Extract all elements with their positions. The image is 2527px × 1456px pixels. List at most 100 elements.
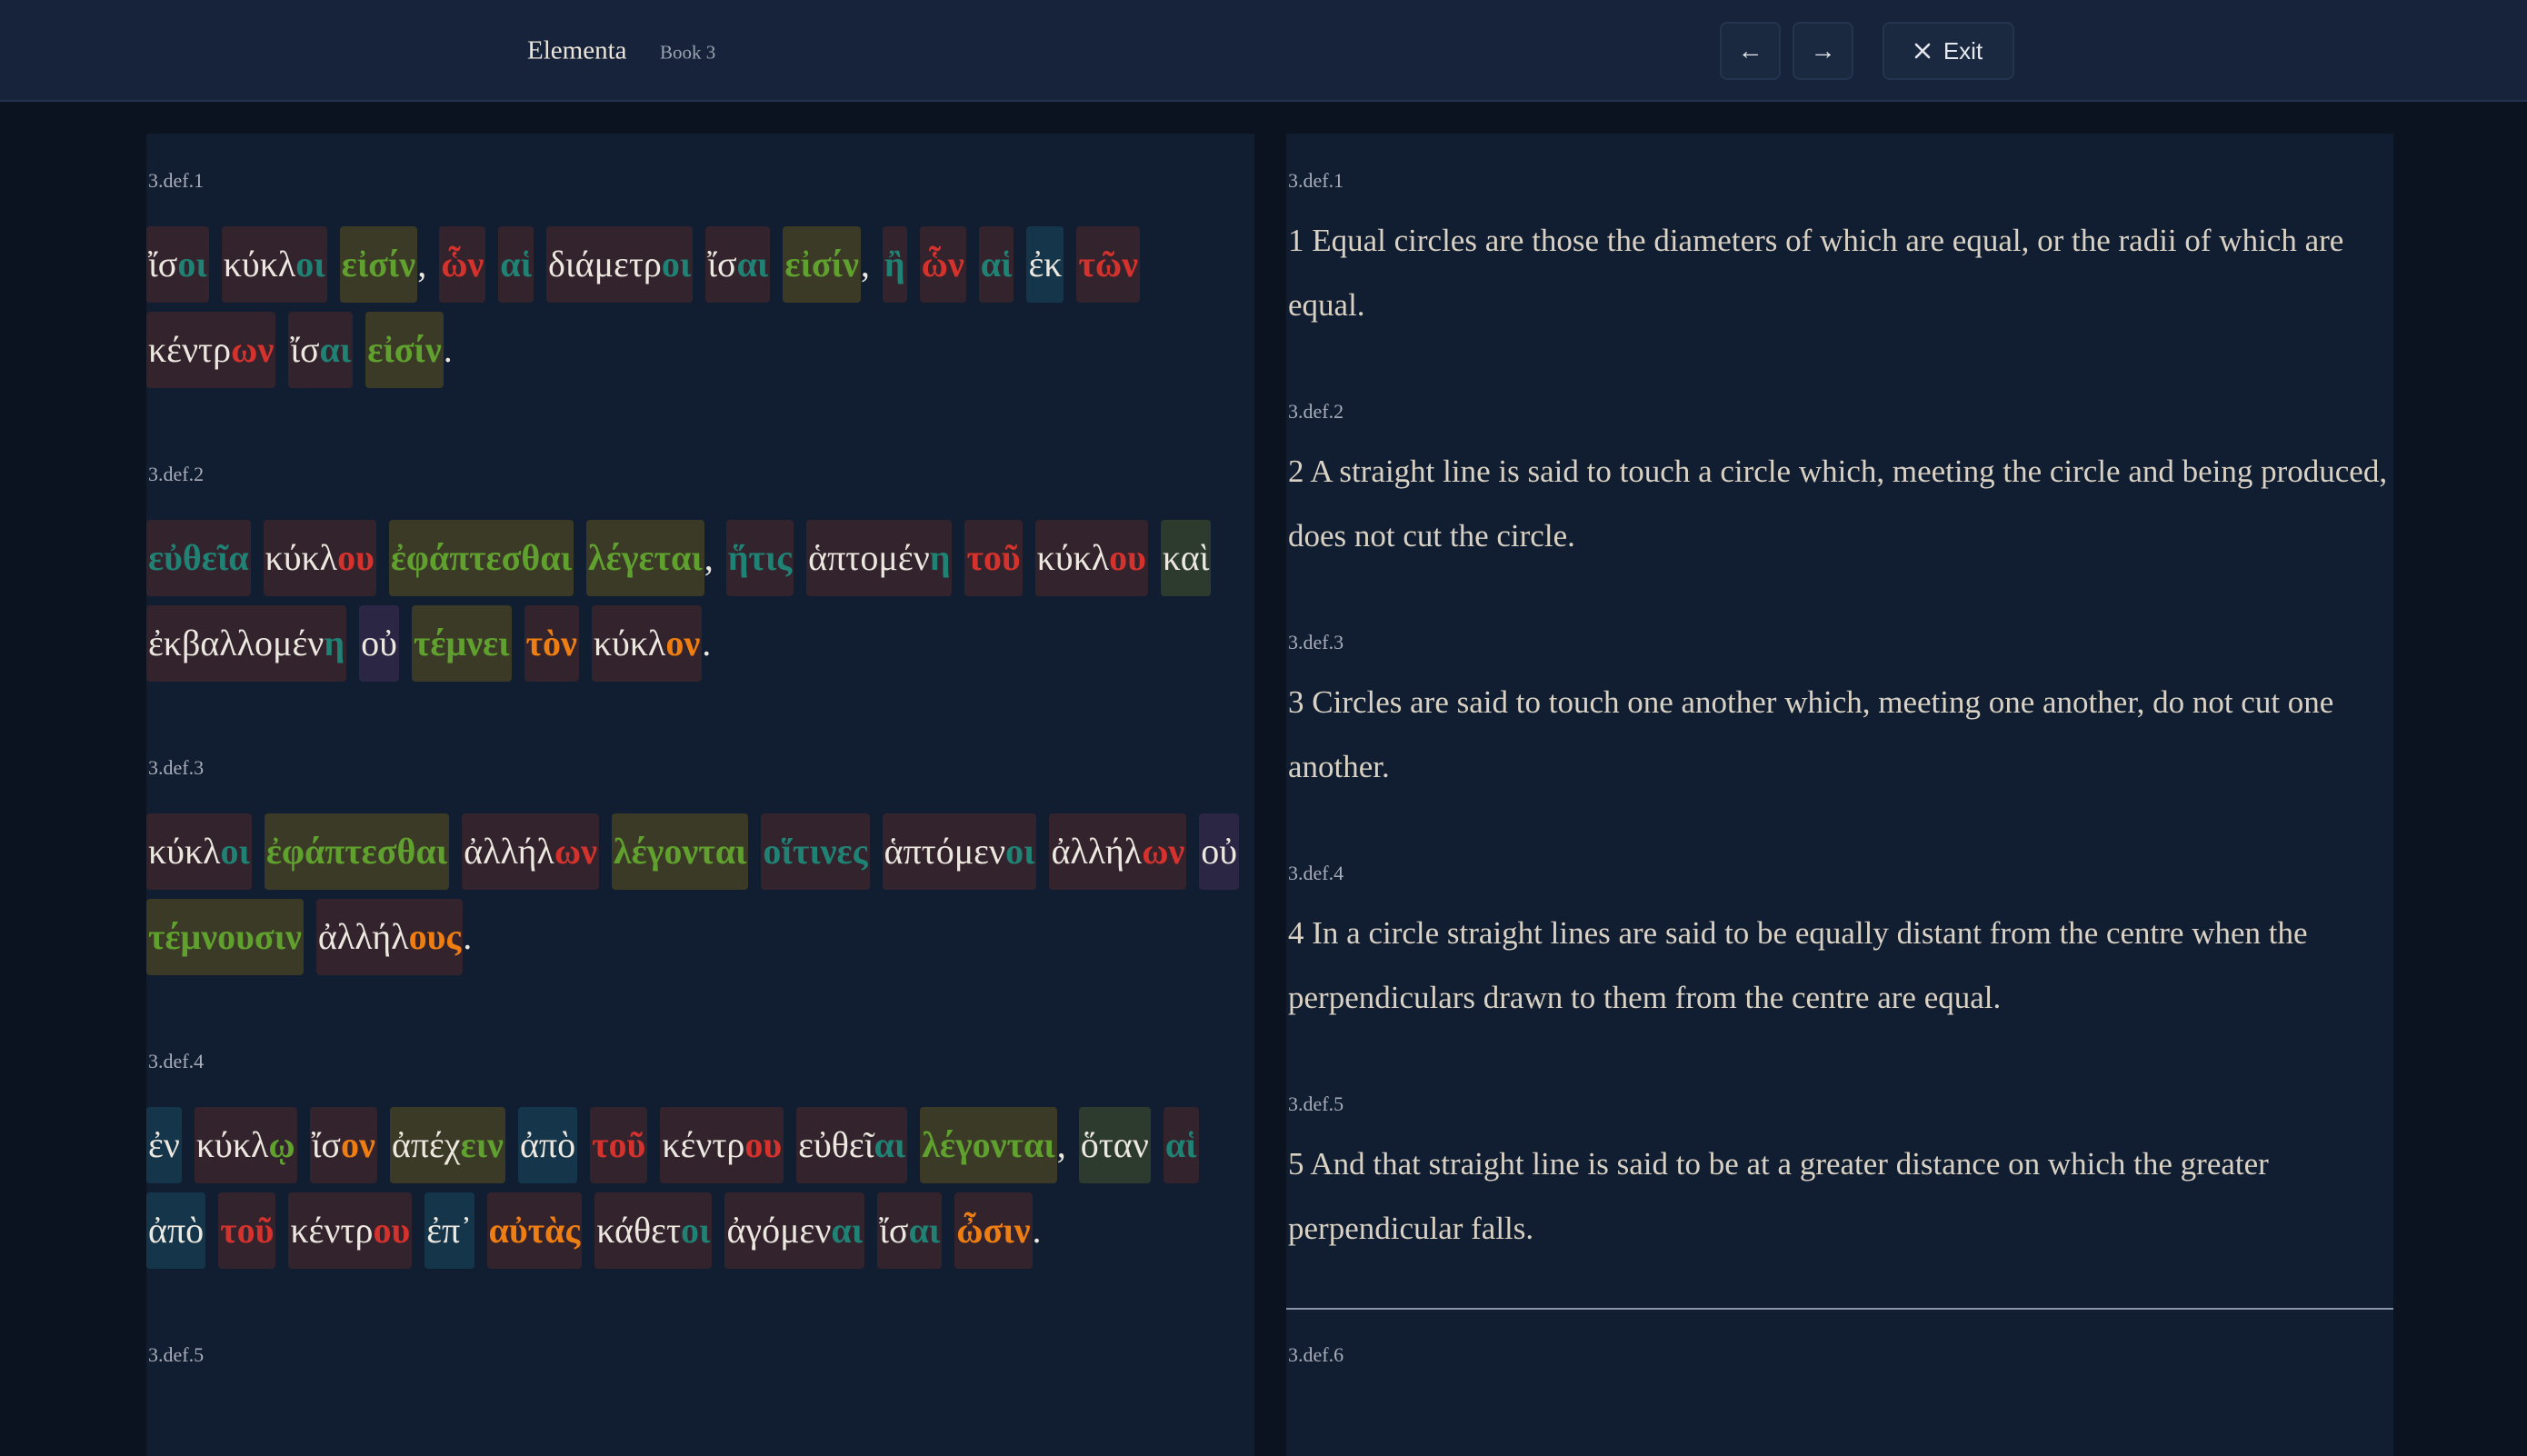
word-box[interactable]: οὐ xyxy=(359,605,399,682)
word: ἁπτόμενοι xyxy=(882,813,1050,890)
word-box[interactable]: τοῦ xyxy=(590,1107,648,1183)
word-box[interactable]: ἴσαι xyxy=(877,1192,943,1269)
word-ending: αἱ xyxy=(980,244,1013,284)
word-box[interactable]: ὧν xyxy=(919,226,966,303)
word-box[interactable]: ἀπὸ xyxy=(146,1192,206,1269)
word-box[interactable]: εἰσίν xyxy=(783,226,861,303)
word-box[interactable]: ἁπτομένη xyxy=(806,520,953,596)
word-box[interactable]: ἀπέχειν xyxy=(389,1107,505,1183)
word-box[interactable]: τοῦ xyxy=(964,520,1023,596)
word-box[interactable]: ἀγόμεναι xyxy=(724,1192,865,1269)
exit-label: Exit xyxy=(1943,36,1983,65)
word-box[interactable]: ἀλλήλων xyxy=(1049,813,1187,890)
word-box[interactable]: αἱ xyxy=(1163,1107,1199,1183)
english-section: 3.def.3 3 Circles are said to touch one a… xyxy=(1286,615,2393,799)
word-box[interactable]: τέμνουσιν xyxy=(146,899,304,975)
word-box[interactable]: κέντρων xyxy=(146,312,276,388)
word: ἴσαι xyxy=(877,1192,954,1269)
english-section: 3.def.2 2 A straight line is said to touc… xyxy=(1286,384,2393,568)
word-box[interactable]: ἴσοι xyxy=(146,226,209,303)
word-box[interactable]: κύκλου xyxy=(263,520,376,596)
word-box[interactable]: ἴσαι xyxy=(288,312,354,388)
word-box[interactable]: κέντρου xyxy=(288,1192,413,1269)
word-box[interactable]: οἵτινες xyxy=(761,813,870,890)
word-box[interactable]: ἐκ xyxy=(1026,226,1064,303)
word-box[interactable]: ἐπ᾽ xyxy=(424,1192,474,1269)
word-box[interactable]: καὶ xyxy=(1160,520,1212,596)
word-box[interactable]: διάμετροι xyxy=(546,226,694,303)
word-ending: ους xyxy=(408,916,462,957)
word-ending: ου xyxy=(744,1124,783,1165)
word: λέγονται xyxy=(611,813,761,890)
word: ἀλλήλους. xyxy=(315,899,484,975)
word-ending: η xyxy=(324,623,345,663)
punctuation: , xyxy=(860,244,870,284)
header: Elementa Book 3 ← → Exit xyxy=(0,0,2527,102)
word-box[interactable]: λέγονται xyxy=(920,1107,1057,1183)
word-box[interactable]: ἐφάπτεσθαι xyxy=(264,813,450,890)
word-box[interactable]: ἐν xyxy=(146,1107,182,1183)
word-box[interactable]: κάθετοι xyxy=(594,1192,713,1269)
word-box[interactable]: τὸν xyxy=(524,605,579,682)
word-box[interactable]: ὧν xyxy=(439,226,486,303)
word: ἀπὸ xyxy=(146,1192,218,1269)
word-ending: ὦσιν xyxy=(956,1210,1031,1251)
section-id: 3.def.6 xyxy=(1288,1343,1344,1366)
word-box[interactable]: ἀλλήλους xyxy=(315,899,464,975)
word-box[interactable]: ἴσαι xyxy=(705,226,771,303)
word: ἐκβαλλομένη xyxy=(146,605,359,682)
word-box[interactable]: ἀλλήλων xyxy=(462,813,599,890)
exit-button[interactable]: Exit xyxy=(1883,22,2014,80)
word: τοῦ xyxy=(964,520,1034,596)
word-ending: η xyxy=(929,537,951,578)
word-box[interactable]: εἰσίν xyxy=(339,226,418,303)
word-box[interactable]: κύκλοι xyxy=(146,813,252,890)
word-box[interactable]: τῶν xyxy=(1076,226,1140,303)
word-box[interactable]: εἰσίν xyxy=(365,312,444,388)
word-stem: οὐ xyxy=(361,623,397,663)
word-box[interactable]: ὦσιν xyxy=(954,1192,1033,1269)
word: αἱ xyxy=(978,226,1027,303)
word-stem: ἐπ᾽ xyxy=(426,1210,473,1251)
word-box[interactable]: λέγονται xyxy=(611,813,749,890)
word-stem: κάθετ xyxy=(596,1210,682,1251)
word-box[interactable]: ἐκβαλλομένη xyxy=(146,605,347,682)
word-box[interactable]: εὐθεῖα xyxy=(146,520,251,596)
word-box[interactable]: λέγεται xyxy=(586,520,704,596)
word-stem: διάμετρ xyxy=(548,244,662,284)
translation: 3 Circles are said to touch one another … xyxy=(1288,684,2334,784)
word-box[interactable]: τέμνει xyxy=(411,605,512,682)
word-box[interactable]: κύκλου xyxy=(1034,520,1148,596)
word-box[interactable]: ἁπτόμενοι xyxy=(882,813,1037,890)
word-box[interactable]: ἴσον xyxy=(309,1107,377,1183)
word-box[interactable]: κέντρου xyxy=(660,1107,784,1183)
word-box[interactable]: ὅταν xyxy=(1078,1107,1151,1183)
word-rows: εὐθεῖα κύκλου ἐφάπτεσθαι λέγεται, ἥτις ἁπτομέ… xyxy=(146,520,1254,682)
word-box[interactable]: οὐ xyxy=(1199,813,1240,890)
word-box[interactable]: ἀπὸ xyxy=(517,1107,578,1183)
word-ending: αι xyxy=(874,1124,906,1165)
word-box[interactable]: ἐφάπτεσθαι xyxy=(388,520,574,596)
punctuation: . xyxy=(702,623,712,663)
word-ending: οι xyxy=(681,1210,711,1251)
word-ending: αι xyxy=(319,329,352,370)
prev-button[interactable]: ← xyxy=(1720,22,1781,80)
word-box[interactable]: κύκλοι xyxy=(221,226,327,303)
word-box[interactable]: αἱ xyxy=(498,226,534,303)
word-box[interactable]: κύκλῳ xyxy=(194,1107,297,1183)
word-box[interactable]: κύκλον xyxy=(591,605,703,682)
word: διάμετροι xyxy=(546,226,705,303)
word-box[interactable]: εὐθεῖαι xyxy=(796,1107,908,1183)
english-section: 3.def.6 xyxy=(1286,1328,2393,1382)
word-box[interactable]: ἥτις xyxy=(725,520,794,596)
word-stem: ἀπὸ xyxy=(148,1210,205,1251)
word-box[interactable]: ἢ xyxy=(882,226,907,303)
word-box[interactable]: τοῦ xyxy=(218,1192,276,1269)
word: εὐθεῖα xyxy=(146,520,264,596)
next-button[interactable]: → xyxy=(1793,22,1853,80)
word: ἴσαι xyxy=(705,226,783,303)
word-box[interactable]: αὐτὰς xyxy=(486,1192,583,1269)
word-box[interactable]: αἱ xyxy=(978,226,1014,303)
word: ἀλλήλων xyxy=(462,813,612,890)
